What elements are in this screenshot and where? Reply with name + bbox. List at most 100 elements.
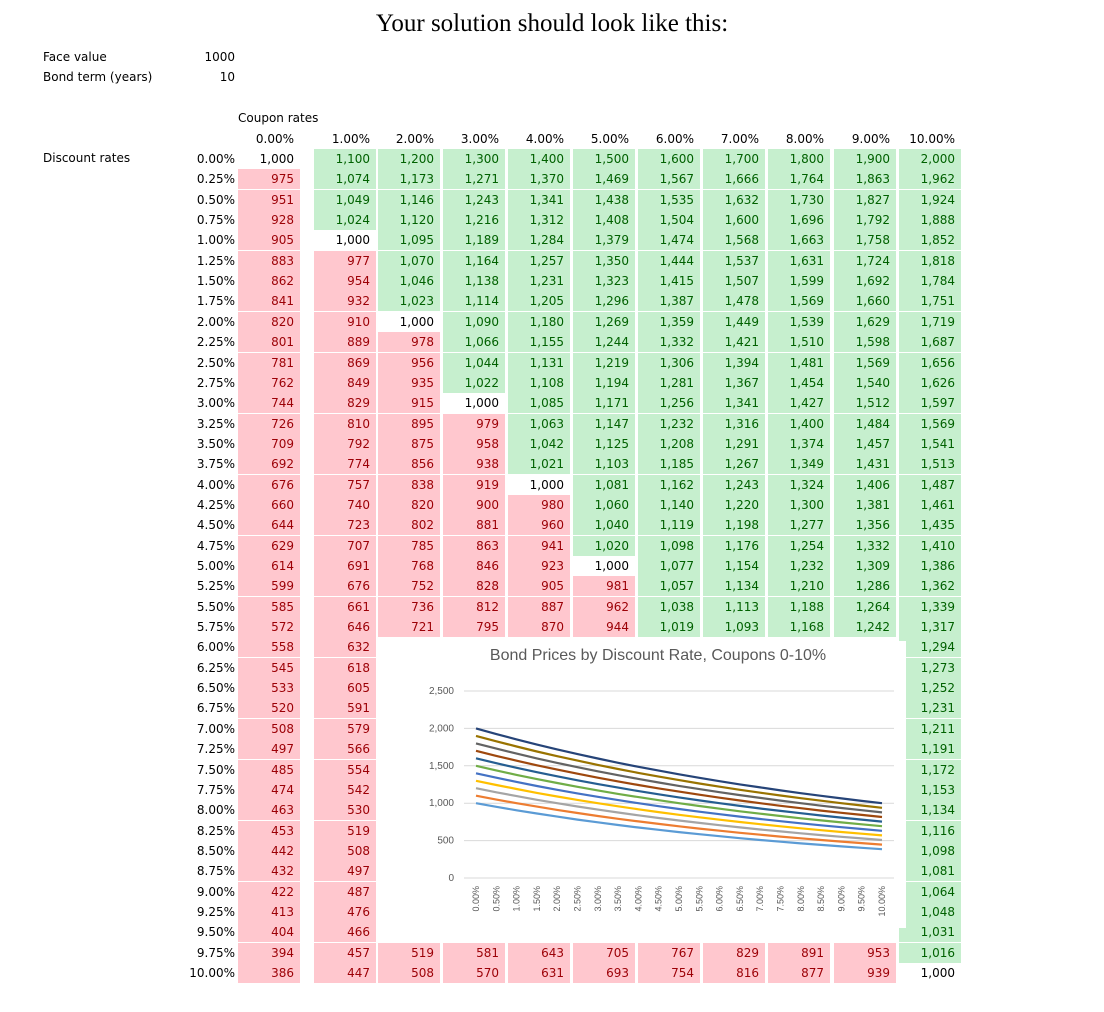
price-cell[interactable]: 1,487 bbox=[899, 474, 961, 495]
price-cell[interactable]: 1,220 bbox=[703, 494, 765, 515]
price-cell[interactable]: 1,631 bbox=[768, 250, 830, 271]
price-cell[interactable]: 1,077 bbox=[638, 556, 700, 576]
price-cell[interactable]: 1,095 bbox=[378, 230, 440, 251]
price-cell[interactable]: 1,600 bbox=[703, 210, 765, 231]
price-cell[interactable]: 1,687 bbox=[899, 332, 961, 353]
price-cell[interactable]: 740 bbox=[314, 494, 376, 515]
price-cell[interactable]: 1,800 bbox=[768, 149, 830, 169]
price-cell[interactable]: 497 bbox=[238, 739, 300, 760]
price-cell[interactable]: 1,629 bbox=[834, 311, 896, 332]
price-cell[interactable]: 856 bbox=[378, 454, 440, 475]
price-cell[interactable]: 870 bbox=[508, 617, 570, 638]
price-cell[interactable]: 1,021 bbox=[508, 454, 570, 475]
price-cell[interactable]: 919 bbox=[443, 474, 505, 495]
price-cell[interactable]: 1,219 bbox=[573, 352, 635, 373]
price-cell[interactable]: 1,400 bbox=[768, 413, 830, 434]
price-cell[interactable]: 905 bbox=[508, 576, 570, 597]
price-cell[interactable]: 1,074 bbox=[314, 169, 376, 190]
price-cell[interactable]: 1,134 bbox=[703, 576, 765, 597]
price-cell[interactable]: 1,294 bbox=[899, 637, 961, 658]
price-cell[interactable]: 533 bbox=[238, 678, 300, 699]
price-cell[interactable]: 1,504 bbox=[638, 210, 700, 231]
price-cell[interactable]: 629 bbox=[238, 535, 300, 556]
price-cell[interactable]: 1,216 bbox=[443, 210, 505, 231]
price-cell[interactable]: 1,064 bbox=[899, 881, 961, 902]
price-cell[interactable]: 1,191 bbox=[899, 739, 961, 760]
price-cell[interactable]: 1,140 bbox=[638, 494, 700, 515]
price-cell[interactable]: 1,098 bbox=[638, 535, 700, 556]
price-cell[interactable]: 432 bbox=[238, 861, 300, 882]
price-cell[interactable]: 754 bbox=[638, 963, 700, 983]
price-cell[interactable]: 1,164 bbox=[443, 250, 505, 271]
price-cell[interactable]: 585 bbox=[238, 596, 300, 617]
price-cell[interactable]: 691 bbox=[314, 556, 376, 576]
price-cell[interactable]: 1,924 bbox=[899, 189, 961, 210]
price-cell[interactable]: 938 bbox=[443, 454, 505, 475]
price-cell[interactable]: 1,600 bbox=[638, 149, 700, 169]
price-cell[interactable]: 422 bbox=[238, 881, 300, 902]
price-cell[interactable]: 1,381 bbox=[834, 494, 896, 515]
price-cell[interactable]: 1,569 bbox=[899, 413, 961, 434]
price-cell[interactable]: 386 bbox=[238, 963, 300, 983]
price-cell[interactable]: 883 bbox=[238, 250, 300, 271]
price-cell[interactable]: 1,198 bbox=[703, 515, 765, 536]
price-cell[interactable]: 1,598 bbox=[834, 332, 896, 353]
price-cell[interactable]: 1,120 bbox=[378, 210, 440, 231]
price-cell[interactable]: 767 bbox=[638, 942, 700, 963]
price-cell[interactable]: 1,070 bbox=[378, 250, 440, 271]
price-cell[interactable]: 1,081 bbox=[573, 474, 635, 495]
price-cell[interactable]: 1,211 bbox=[899, 718, 961, 739]
price-cell[interactable]: 1,232 bbox=[638, 413, 700, 434]
price-cell[interactable]: 781 bbox=[238, 352, 300, 373]
price-cell[interactable]: 394 bbox=[238, 942, 300, 963]
price-cell[interactable]: 1,093 bbox=[703, 617, 765, 638]
price-cell[interactable]: 1,567 bbox=[638, 169, 700, 190]
price-cell[interactable]: 646 bbox=[314, 617, 376, 638]
price-cell[interactable]: 1,210 bbox=[768, 576, 830, 597]
price-cell[interactable]: 910 bbox=[314, 311, 376, 332]
price-cell[interactable]: 1,374 bbox=[768, 433, 830, 454]
price-cell[interactable]: 1,257 bbox=[508, 250, 570, 271]
price-cell[interactable]: 785 bbox=[378, 535, 440, 556]
price-cell[interactable]: 774 bbox=[314, 454, 376, 475]
price-cell[interactable]: 1,387 bbox=[638, 291, 700, 312]
price-cell[interactable]: 530 bbox=[314, 800, 376, 821]
price-cell[interactable]: 1,044 bbox=[443, 352, 505, 373]
price-cell[interactable]: 693 bbox=[573, 963, 635, 983]
price-cell[interactable]: 1,457 bbox=[834, 433, 896, 454]
price-cell[interactable]: 1,626 bbox=[899, 372, 961, 393]
price-cell[interactable]: 1,171 bbox=[573, 393, 635, 414]
price-cell[interactable]: 1,666 bbox=[703, 169, 765, 190]
price-cell[interactable]: 1,000 bbox=[573, 556, 635, 576]
price-cell[interactable]: 1,316 bbox=[703, 413, 765, 434]
price-cell[interactable]: 1,269 bbox=[573, 311, 635, 332]
price-cell[interactable]: 1,291 bbox=[703, 433, 765, 454]
price-cell[interactable]: 1,341 bbox=[703, 393, 765, 414]
price-cell[interactable]: 1,063 bbox=[508, 413, 570, 434]
price-cell[interactable]: 1,147 bbox=[573, 413, 635, 434]
price-cell[interactable]: 1,020 bbox=[573, 535, 635, 556]
price-cell[interactable]: 1,057 bbox=[638, 576, 700, 597]
price-cell[interactable]: 1,312 bbox=[508, 210, 570, 231]
price-cell[interactable]: 1,478 bbox=[703, 291, 765, 312]
price-cell[interactable]: 1,103 bbox=[573, 454, 635, 475]
price-cell[interactable]: 863 bbox=[443, 535, 505, 556]
price-cell[interactable]: 545 bbox=[238, 657, 300, 678]
bond-price-chart[interactable]: Bond Prices by Discount Rate, Coupons 0-… bbox=[410, 641, 906, 928]
price-cell[interactable]: 1,264 bbox=[834, 596, 896, 617]
price-cell[interactable]: 1,435 bbox=[899, 515, 961, 536]
price-cell[interactable]: 1,510 bbox=[768, 332, 830, 353]
price-cell[interactable]: 762 bbox=[238, 372, 300, 393]
price-cell[interactable]: 1,512 bbox=[834, 393, 896, 414]
price-cell[interactable]: 558 bbox=[238, 637, 300, 658]
price-cell[interactable]: 1,081 bbox=[899, 861, 961, 882]
price-cell[interactable]: 1,341 bbox=[508, 189, 570, 210]
price-cell[interactable]: 1,243 bbox=[703, 474, 765, 495]
price-cell[interactable]: 1,438 bbox=[573, 189, 635, 210]
price-cell[interactable]: 1,700 bbox=[703, 149, 765, 169]
price-cell[interactable]: 792 bbox=[314, 433, 376, 454]
price-cell[interactable]: 801 bbox=[238, 332, 300, 353]
price-cell[interactable]: 828 bbox=[443, 576, 505, 597]
price-cell[interactable]: 1,244 bbox=[573, 332, 635, 353]
price-cell[interactable]: 519 bbox=[378, 942, 440, 963]
